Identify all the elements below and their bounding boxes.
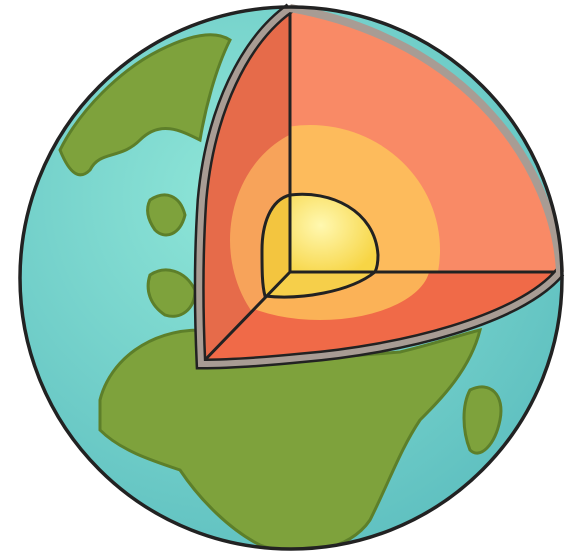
- cut-edge: [199, 8, 560, 366]
- crust: [289, 4, 564, 273]
- inner-core-outline: [260, 192, 380, 299]
- landmass: [146, 268, 197, 318]
- landmass: [58, 33, 232, 177]
- globe-outline: [18, 5, 564, 551]
- landmass: [146, 193, 187, 237]
- inner-core: [262, 195, 290, 296]
- crust: [196, 5, 563, 368]
- inner-core: [265, 272, 375, 297]
- cutaway: [193, 3, 565, 370]
- landmass: [462, 385, 503, 455]
